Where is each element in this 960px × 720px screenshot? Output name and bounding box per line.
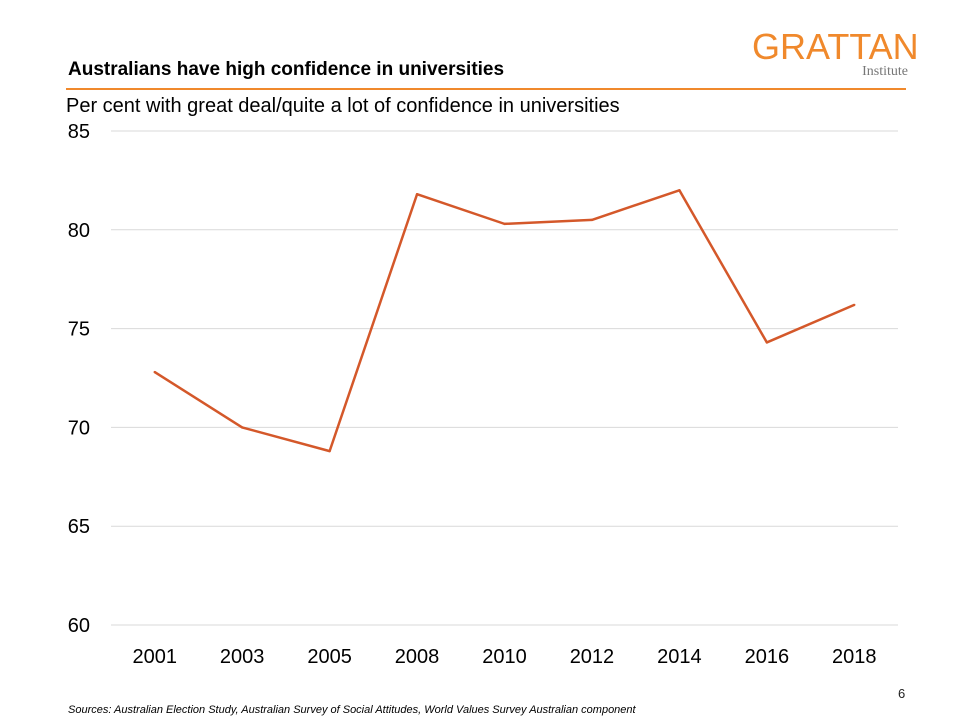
chart-title: Australians have high confidence in univ… [68, 59, 505, 80]
x-tick-label: 2014 [657, 646, 702, 668]
data-point [153, 370, 156, 374]
data-point [590, 218, 594, 222]
x-tick-label: 2005 [307, 646, 352, 668]
y-tick-label: 70 [68, 417, 90, 439]
x-tick-label: 2016 [745, 646, 790, 668]
x-tick-label: 2010 [482, 646, 527, 668]
y-tick-label: 60 [68, 615, 90, 637]
data-point [853, 303, 856, 307]
y-tick-label: 75 [68, 319, 90, 341]
y-tick-label: 65 [68, 516, 90, 538]
page-number: 6 [898, 686, 906, 701]
x-tick-label: 2018 [832, 646, 877, 668]
title-divider [66, 88, 906, 90]
grattan-logo: GRATTAN Institute [752, 26, 919, 80]
data-point [415, 193, 419, 196]
source-note: Sources: Australian Election Study, Aust… [68, 704, 636, 716]
logo-sub-text: Institute [862, 64, 908, 79]
x-tick-label: 2003 [220, 646, 265, 668]
data-point [678, 189, 681, 192]
x-tick-label: 2008 [395, 646, 440, 668]
chart-subtitle: Per cent with great deal/quite a lot of … [66, 95, 620, 117]
data-point [328, 449, 331, 453]
data-point [503, 222, 506, 226]
data-point [240, 426, 244, 429]
x-tick-label: 2001 [132, 646, 177, 668]
data-point [765, 341, 769, 344]
y-tick-label: 85 [68, 121, 90, 143]
x-tick-label: 2012 [570, 646, 615, 668]
y-tick-label: 80 [68, 220, 90, 242]
logo-main-text: GRATTAN [752, 26, 919, 67]
